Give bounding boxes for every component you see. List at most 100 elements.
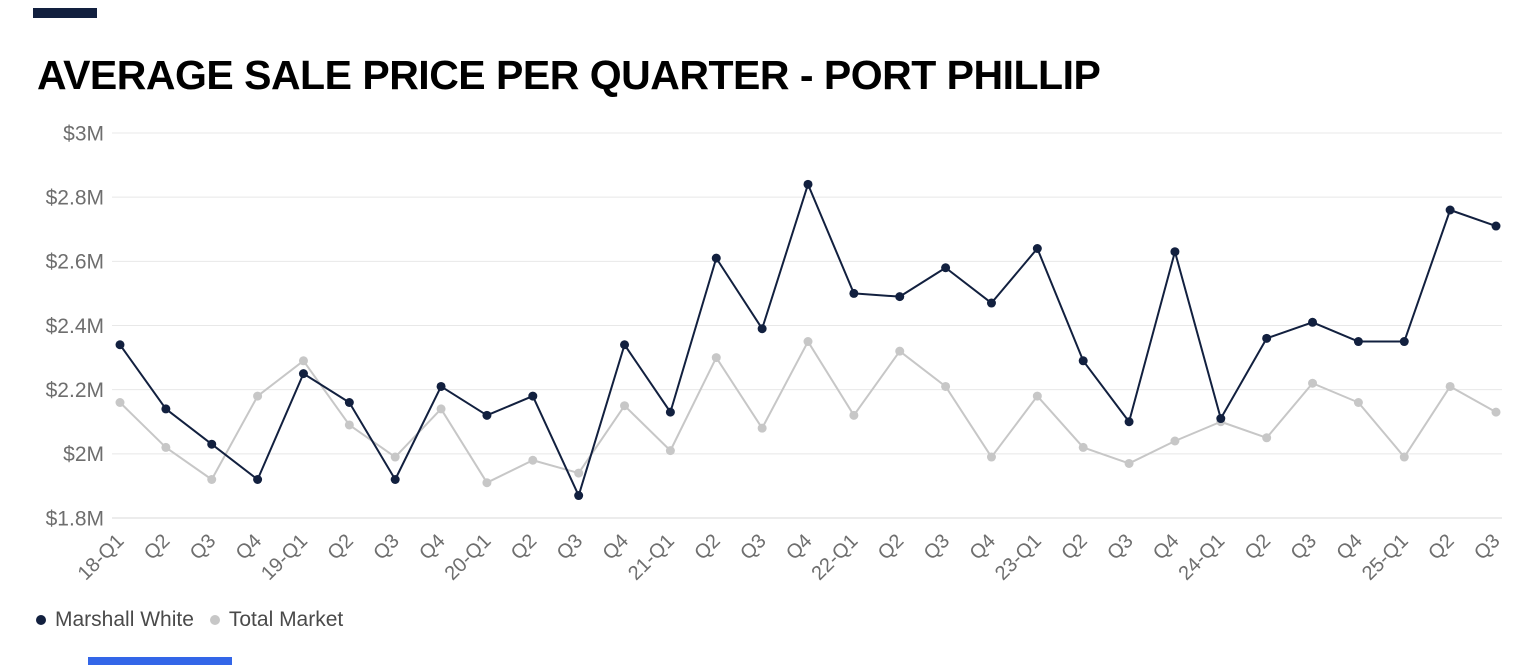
data-point-marshall-white (1491, 221, 1501, 231)
data-point-marshall-white (941, 263, 951, 273)
data-point-marshall-white (711, 253, 721, 263)
x-tick-label: 25-Q1 (1358, 530, 1413, 585)
data-point-marshall-white (895, 292, 905, 302)
data-point-total-market (574, 468, 584, 478)
x-tick-label: Q2 (1424, 530, 1458, 564)
x-tick-label: Q4 (599, 530, 633, 564)
data-point-marshall-white (1353, 337, 1363, 347)
x-tick-label: 18-Q1 (74, 530, 129, 585)
legend-item-total-market: Total Market (209, 608, 344, 632)
y-tick-label: $1.8M (46, 507, 104, 530)
y-tick-label: $2M (63, 443, 104, 466)
y-tick-label: $3M (63, 122, 104, 145)
x-tick-label: Q4 (966, 530, 1000, 564)
data-point-total-market (1124, 458, 1134, 468)
data-point-marshall-white (757, 324, 767, 334)
data-point-marshall-white (1216, 414, 1226, 424)
x-tick-label: Q2 (690, 530, 724, 564)
data-point-total-market (1353, 398, 1363, 407)
data-point-total-market (1170, 436, 1180, 446)
x-tick-label: Q3 (553, 530, 587, 564)
legend-dot-marshall-white (36, 615, 46, 625)
data-point-total-market (665, 446, 675, 456)
legend-item-marshall-white: Marshall White (36, 608, 194, 632)
x-tick-label: Q4 (1149, 530, 1183, 564)
data-point-marshall-white (1170, 247, 1180, 257)
y-tick-label: $2.8M (46, 187, 104, 210)
data-point-total-market (849, 410, 859, 420)
x-tick-label: Q4 (782, 530, 816, 564)
data-point-total-market (757, 423, 767, 433)
data-point-marshall-white (253, 475, 263, 484)
x-tick-label: Q4 (1333, 530, 1367, 564)
data-point-marshall-white (1445, 205, 1455, 215)
data-point-total-market (1032, 391, 1042, 401)
x-tick-label: Q3 (1103, 530, 1137, 564)
data-point-marshall-white (665, 407, 675, 417)
x-tick-label: Q2 (874, 530, 908, 564)
data-point-marshall-white (986, 298, 996, 308)
data-point-total-market (986, 452, 996, 462)
data-point-total-market (1445, 381, 1455, 391)
x-tick-label: Q2 (323, 530, 357, 564)
bottom-accent-bar (88, 657, 232, 665)
data-point-marshall-white (1078, 356, 1088, 366)
data-point-marshall-white (207, 439, 217, 449)
data-point-total-market (1399, 452, 1409, 462)
data-point-total-market (620, 401, 630, 411)
x-tick-label: Q2 (1241, 530, 1275, 564)
data-point-total-market (207, 475, 217, 484)
chart-legend: Marshall White Total Market (36, 608, 343, 632)
x-tick-label: Q2 (507, 530, 541, 564)
data-point-marshall-white (344, 398, 354, 407)
x-tick-label: Q3 (920, 530, 954, 564)
data-point-total-market (803, 337, 813, 347)
chart-title: AVERAGE SALE PRICE PER QUARTER - PORT PH… (37, 52, 1101, 98)
y-tick-label: $2.4M (46, 315, 104, 338)
data-point-marshall-white (1308, 317, 1318, 327)
data-point-marshall-white (298, 369, 308, 379)
x-tick-label: Q2 (1057, 530, 1091, 564)
x-tick-label: Q2 (140, 530, 174, 564)
data-point-total-market (1491, 407, 1501, 417)
series-line-total-market (119, 340, 1497, 484)
x-tick-label: 24-Q1 (1174, 530, 1229, 585)
x-tick-label: Q4 (232, 530, 266, 564)
data-point-marshall-white (803, 179, 813, 189)
x-tick-label: Q3 (369, 530, 403, 564)
data-point-total-market (711, 353, 721, 363)
x-tick-label: Q3 (1470, 530, 1504, 564)
data-point-total-market (1078, 442, 1088, 452)
data-point-marshall-white (482, 410, 492, 420)
data-point-total-market (941, 381, 951, 391)
x-tick-label: Q4 (415, 530, 449, 564)
data-point-marshall-white (1124, 417, 1134, 427)
data-point-marshall-white (1262, 333, 1272, 343)
data-point-total-market (298, 356, 308, 366)
data-point-marshall-white (620, 340, 630, 350)
data-point-total-market (344, 420, 354, 430)
legend-label-total-market: Total Market (228, 608, 344, 631)
data-point-total-market (528, 455, 538, 465)
data-point-total-market (390, 452, 400, 462)
data-point-total-market (115, 398, 125, 407)
data-point-marshall-white (849, 288, 859, 298)
data-point-marshall-white (1032, 244, 1042, 253)
x-tick-label: 21-Q1 (624, 530, 679, 585)
x-tick-label: Q3 (186, 530, 220, 564)
legend-dot-total-market (209, 615, 220, 625)
data-point-marshall-white (436, 381, 446, 391)
y-tick-label: $2.2M (46, 379, 104, 402)
data-point-total-market (161, 442, 171, 452)
data-point-marshall-white (1399, 337, 1409, 347)
data-point-total-market (1308, 378, 1318, 388)
data-point-marshall-white (161, 404, 171, 414)
legend-label-marshall-white: Marshall White (55, 608, 194, 631)
x-tick-label: 23-Q1 (991, 530, 1046, 585)
data-point-total-market (253, 391, 263, 401)
x-tick-label: 19-Q1 (257, 530, 312, 585)
data-point-total-market (436, 404, 446, 414)
data-point-total-market (1262, 433, 1272, 443)
